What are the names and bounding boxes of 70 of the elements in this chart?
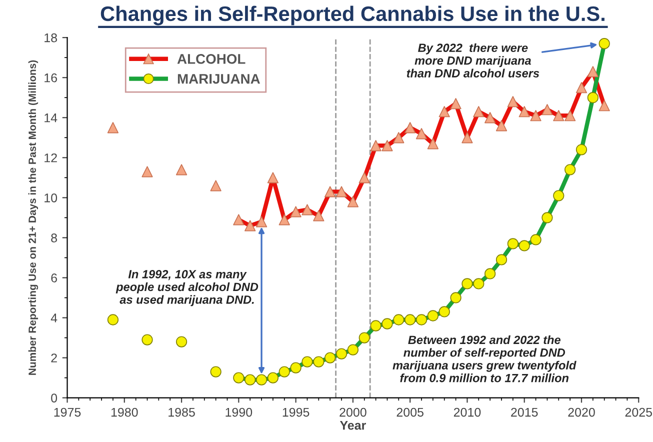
point (518, 106, 530, 118)
point (302, 204, 313, 216)
y-tick-label: 6 (51, 274, 57, 282)
y-tick-label: 14 (44, 114, 58, 122)
point (176, 164, 188, 176)
x-tick-label: 2020 (568, 408, 595, 417)
point (290, 206, 302, 218)
point (576, 82, 588, 94)
y-tick-label: 2 (51, 354, 57, 362)
x-axis-title: Year (340, 421, 366, 430)
point (256, 216, 268, 228)
x-tick-label: 2000 (340, 408, 366, 417)
point (233, 214, 244, 226)
point (370, 140, 382, 152)
point (107, 314, 119, 326)
chart-title: Changes in Self-Reported Cannabis Use in the U.S. (100, 6, 604, 26)
y-tick-label: 10 (44, 193, 58, 202)
point (210, 366, 222, 378)
x-tick-label: 2010 (454, 408, 481, 417)
point (210, 180, 222, 192)
point (427, 138, 439, 150)
point (416, 128, 428, 140)
y-axis-title: Number Reporting Use on 21+ Days in the Past Month (Millions) (28, 60, 38, 375)
point (404, 122, 416, 134)
point (244, 220, 256, 232)
point (176, 336, 188, 348)
x-tick-label: 1980 (111, 408, 138, 417)
annotation: By 2022 there were more DND marijuana than DND alcohol users (406, 43, 540, 78)
point (484, 112, 496, 124)
x-tick-label: 2025 (625, 408, 652, 417)
point (142, 166, 153, 178)
y-tick-label: 18 (44, 33, 57, 42)
point (382, 140, 393, 152)
point (450, 98, 462, 110)
y-tick-label: 12 (44, 153, 57, 162)
x-tick-label: 1985 (168, 408, 195, 417)
point (358, 172, 370, 184)
point (313, 210, 324, 222)
legend-label: ALCOHOL (177, 54, 246, 64)
y-tick-label: 0 (51, 394, 58, 402)
point (542, 104, 553, 116)
point (278, 214, 290, 226)
point (587, 66, 598, 78)
point (507, 96, 518, 108)
x-tick-label: 1990 (226, 408, 252, 417)
annotation: In 1992, 10X as many people used alcohol DND as used marijuana DND. (116, 270, 258, 306)
x-tick-label: 1975 (54, 408, 81, 417)
point (393, 132, 404, 144)
point (336, 186, 348, 198)
point (324, 186, 336, 198)
point (496, 120, 508, 132)
y-tick-label: 4 (50, 314, 58, 322)
point (462, 132, 473, 144)
y-tick-label: 16 (44, 73, 57, 82)
point (438, 106, 450, 118)
x-tick-label: 2015 (511, 408, 538, 417)
point (107, 122, 119, 134)
x-tick-label: 2005 (396, 408, 424, 417)
y-tick-label: 8 (51, 234, 57, 242)
legend-label: MARIJUANA (178, 74, 260, 84)
point (598, 100, 610, 112)
point (347, 196, 359, 208)
point (473, 106, 484, 118)
annotation: Between 1992 and 2022 the number of self-reported DND marijuana users grew twentyfold from 0.9 million to 17.7 million (392, 335, 576, 382)
point (142, 334, 153, 346)
point (553, 110, 564, 122)
point (530, 110, 542, 122)
point (564, 110, 576, 122)
point (267, 172, 279, 184)
x-tick-label: 1995 (282, 408, 310, 417)
